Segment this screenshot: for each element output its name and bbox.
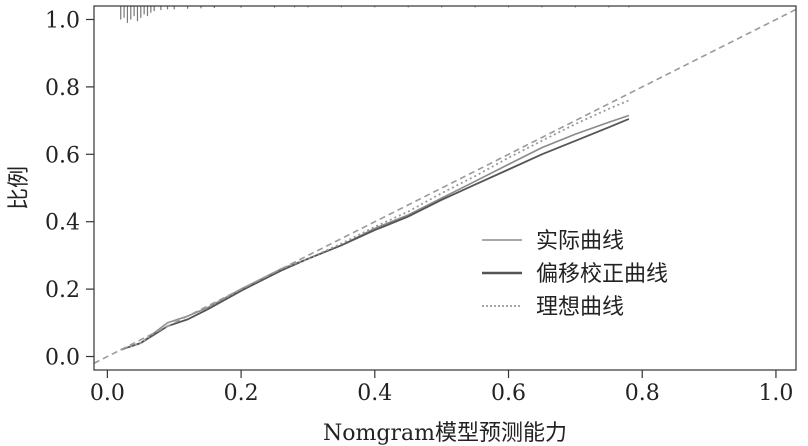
x-tick-label: 0.0 [90,381,125,406]
x-tick-label: 0.4 [357,381,392,406]
series-line-2 [120,99,630,351]
y-axis-title: 比例 [7,166,32,210]
x-tick-label: 0.6 [491,381,526,406]
y-tick-label: 1.0 [45,8,80,33]
reference-diagonal-line [94,8,796,365]
y-tick-label: 0.8 [45,76,80,101]
legend-label: 实际曲线 [536,229,624,254]
y-tick-label: 0.4 [45,211,80,236]
y-tick-label: 0.6 [45,143,80,168]
x-tick-label: 0.2 [224,381,259,406]
legend-label: 理想曲线 [536,295,624,320]
axes: 0.0 0.2 0.4 0.6 0.8 1.0 0.0 0.2 0.4 0.6 0.8 1.0 Nomg… [7,5,797,446]
plot-inner [94,6,796,365]
y-tick-label: 0.0 [45,346,80,371]
x-axis-title: Nomgram模型预测能力 [323,421,567,446]
plot-frame [93,5,797,371]
y-tick-label: 0.2 [45,278,80,303]
plot-area [94,6,796,365]
legend-label: 偏移校正曲线 [536,262,668,287]
x-tick-label: 1.0 [758,381,793,406]
x-tick-label: 0.8 [625,381,660,406]
